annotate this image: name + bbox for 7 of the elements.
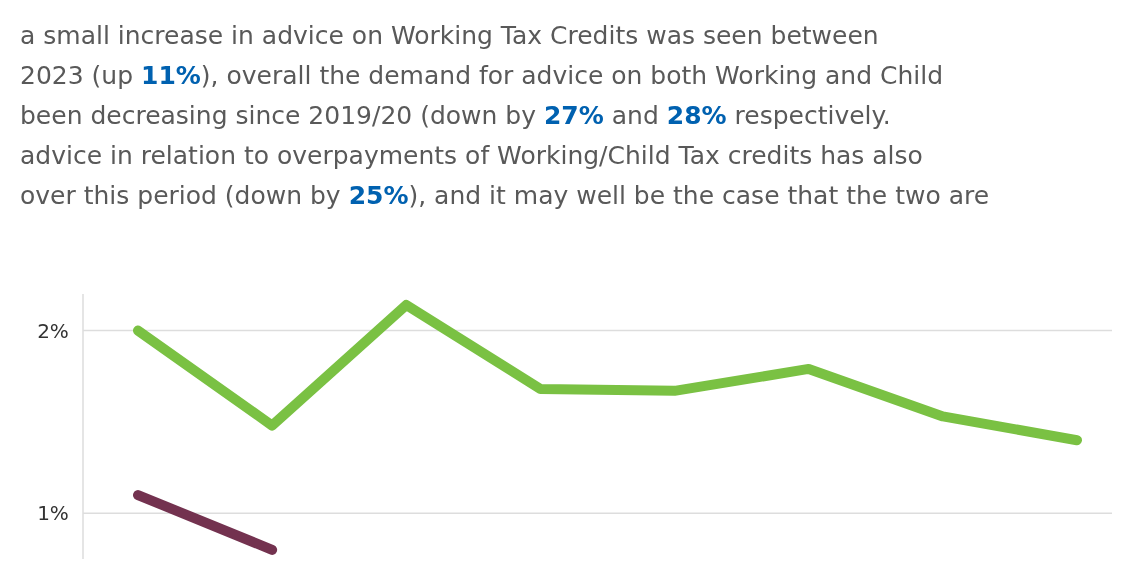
y-tick-label: 1% — [37, 501, 69, 526]
text: over this period (down by 25%), and it may well be the case that the two are — [20, 181, 990, 210]
text: been decreasing since 2019/20 (down by 27% and 28% respectively. — [20, 101, 891, 130]
text: a small increase in advice on Working Tax Credits was seen between — [20, 21, 879, 50]
y-tick-label: 2% — [37, 318, 69, 343]
text: advice in relation to overpayments of Working/Child Tax credits has also — [20, 141, 923, 170]
text: 2023 (up 11%), overall the demand for advice on both Working and Child — [20, 61, 944, 90]
